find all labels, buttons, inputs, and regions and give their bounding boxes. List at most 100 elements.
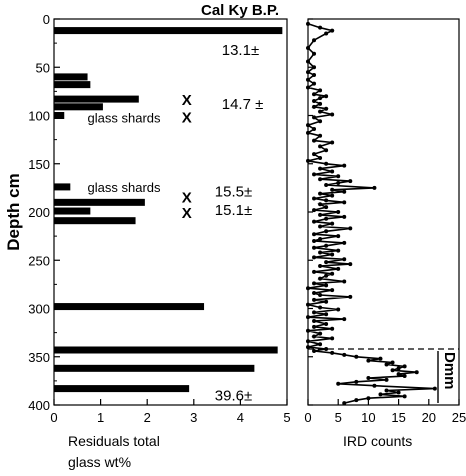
ird-point — [318, 237, 323, 242]
ird-point — [330, 193, 335, 198]
ird-point — [312, 281, 317, 286]
ird-point — [306, 302, 310, 307]
ird-point — [432, 386, 437, 391]
ird-x-tick-label: 0 — [304, 410, 311, 425]
ird-point — [312, 172, 317, 177]
ird-point — [318, 276, 323, 281]
x-marker: X — [182, 92, 192, 109]
x-axis-label-line2: glass wt% — [68, 454, 131, 470]
annotation-label: glass shards — [88, 110, 161, 125]
ird-point — [384, 388, 389, 393]
ird-point — [366, 375, 371, 380]
ird-point — [318, 212, 323, 217]
ird-point — [306, 328, 310, 333]
ird-point — [318, 109, 323, 114]
x-tick-label: 1 — [97, 410, 104, 425]
x-marker: X — [182, 109, 192, 126]
ird-point — [342, 257, 347, 262]
ird-point — [312, 297, 317, 302]
ird-x-tick-label: 25 — [452, 410, 466, 425]
annotations: 13.1± 14.7 ± glass shards glass shards 15.5±… — [88, 42, 264, 404]
ird-point — [324, 260, 329, 265]
x-tick-label: 0 — [50, 410, 57, 425]
ird-point — [336, 210, 341, 214]
ird-point — [378, 356, 383, 361]
y-tick-label: 350 — [28, 350, 50, 365]
glass-bar — [54, 27, 283, 35]
ird-point — [312, 319, 317, 324]
y-axis-label: Depth cm — [4, 173, 23, 250]
ird-point — [318, 191, 323, 196]
ird-point — [312, 51, 317, 56]
ird-point — [336, 248, 341, 253]
ird-point — [306, 339, 310, 344]
ird-x-tick-label: 20 — [422, 410, 436, 425]
ird-point — [342, 401, 347, 406]
glass-axis-ticks — [53, 18, 288, 406]
ird-point — [318, 202, 323, 207]
ird-point — [348, 262, 353, 267]
ird-point — [324, 321, 329, 326]
ird-point — [306, 123, 310, 128]
ird-point — [396, 366, 401, 371]
ird-point — [318, 250, 323, 255]
ird-point — [312, 219, 317, 224]
ird-points — [306, 21, 437, 406]
ird-point — [330, 187, 335, 192]
ird-point — [348, 294, 353, 299]
ird-point — [318, 331, 323, 336]
ird-point — [354, 398, 359, 403]
ird-point — [324, 299, 329, 304]
y-tick-label: 100 — [28, 109, 50, 124]
glass-bar — [54, 103, 103, 111]
x-marker: X — [182, 205, 192, 222]
ird-point — [318, 133, 323, 138]
ird-point — [330, 221, 335, 226]
ird-x-tick-label: 10 — [361, 410, 375, 425]
x-tick-label: 5 — [283, 410, 290, 425]
ird-x-tick-label: 15 — [391, 410, 405, 425]
ird-point — [312, 208, 317, 213]
ird-point — [306, 70, 310, 75]
ird-point — [318, 96, 323, 101]
ird-point — [336, 234, 341, 239]
ird-point — [330, 326, 335, 331]
ird-point — [312, 65, 317, 70]
ird-point — [324, 161, 329, 166]
ird-point — [306, 286, 310, 291]
dmm-label: Dmm — [441, 352, 458, 390]
ird-point — [312, 196, 317, 201]
ird-point — [342, 317, 347, 322]
ird-point — [330, 271, 335, 276]
ird-point — [312, 255, 317, 260]
ird-point — [372, 383, 377, 388]
glass-bar — [54, 303, 205, 311]
ird-point — [312, 115, 317, 120]
ird-point — [306, 59, 310, 64]
glass-bars — [54, 27, 283, 393]
ird-point — [324, 216, 329, 221]
ird-point — [312, 138, 317, 143]
x-tick-label: 4 — [237, 410, 244, 425]
ird-point — [312, 72, 317, 77]
ird-point — [324, 283, 329, 288]
annotation-label: 13.1± — [222, 42, 259, 59]
y-tick-label: 300 — [28, 302, 50, 317]
annotation-label: 15.1± — [215, 202, 252, 219]
glass-bar — [54, 198, 145, 206]
x-tick-label: 2 — [144, 410, 151, 425]
ird-point — [396, 390, 401, 395]
ird-point — [342, 240, 347, 245]
ird-point — [414, 370, 419, 375]
ird-point — [318, 305, 323, 310]
ird-point — [318, 155, 323, 160]
glass-bar — [54, 364, 255, 372]
ird-point — [342, 352, 347, 357]
glass-bar — [54, 183, 71, 191]
ird-point — [336, 266, 341, 271]
ird-point — [336, 381, 341, 386]
ird-point — [318, 224, 323, 229]
ird-point — [306, 45, 310, 50]
ird-point — [312, 291, 317, 296]
